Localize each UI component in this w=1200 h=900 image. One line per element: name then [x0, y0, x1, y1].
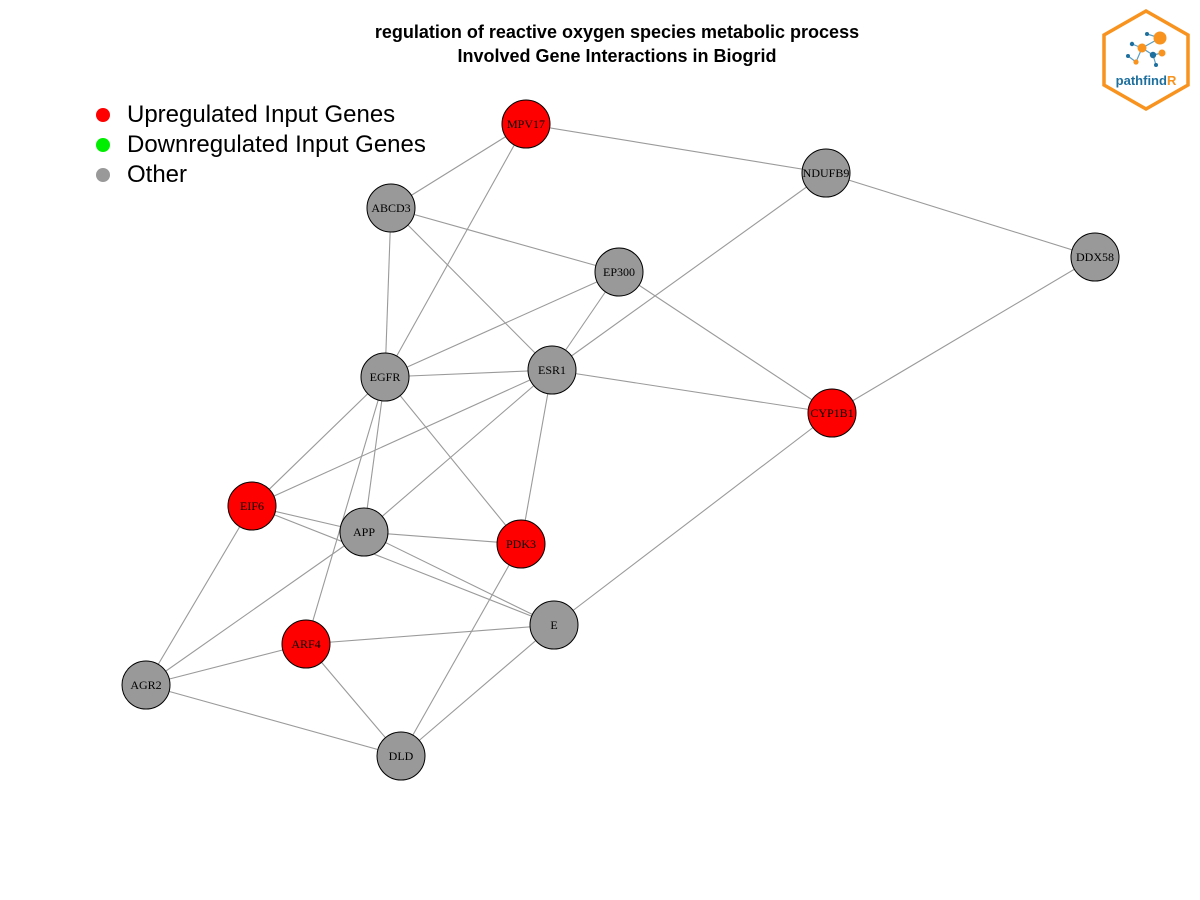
edge-mpv17-ndufb9: [525, 123, 827, 174]
edge-esr1-pdk3: [520, 369, 553, 545]
node-label: EP300: [603, 265, 635, 279]
node-circle: [281, 619, 331, 669]
node-circle: [529, 600, 579, 650]
node-circle: [594, 247, 644, 297]
node-cyp1b1: CYP1B1: [807, 388, 857, 438]
title-line-2: Involved Gene Interactions in Biogrid: [457, 46, 777, 66]
node-esr1: ESR1: [527, 345, 577, 395]
edge-ddx58-cyp1b1: [831, 256, 1096, 414]
legend-label-downregulated: Downregulated Input Genes: [127, 131, 426, 158]
edge-egfr-app: [363, 376, 386, 533]
node-app: APP: [339, 507, 389, 557]
edge-abcd3-ep300: [390, 207, 620, 273]
legend-dot-downregulated: [96, 138, 110, 152]
node-circle: [366, 183, 416, 233]
node-label: MPV17: [507, 117, 545, 131]
node-circle: [807, 388, 857, 438]
node-circle: [227, 481, 277, 531]
node-pdk3: PDK3: [496, 519, 546, 569]
node-arf4: ARF4: [281, 619, 331, 669]
node-ddx58: DDX58: [1070, 232, 1120, 282]
legend-item-upregulated: Upregulated Input Genes: [96, 100, 426, 130]
edge-egfr-eif6: [251, 376, 386, 507]
node-label: AGR2: [130, 678, 161, 692]
edges: [145, 123, 1096, 757]
node-circle: [121, 660, 171, 710]
node-label: CYP1B1: [810, 406, 853, 420]
node-agr2: AGR2: [121, 660, 171, 710]
nodes: MPV17 NDUFB9 ABCD3 DDX58 EP300 EGFR ESR1 CYP1B1…: [121, 99, 1120, 781]
svg-text:pathfindR: pathfindR: [1116, 73, 1177, 88]
node-circle: [496, 519, 546, 569]
edge-ep300-egfr: [384, 271, 620, 378]
edge-mpv17-abcd3: [390, 123, 527, 209]
node-e: E: [529, 600, 579, 650]
edge-arf4-agr2: [145, 643, 307, 686]
node-label: EIF6: [240, 499, 264, 513]
edge-ndufb9-ddx58: [825, 172, 1096, 258]
edge-esr1-cyp1b1: [551, 369, 833, 414]
edge-pdk3-dld: [400, 543, 522, 757]
edge-abcd3-esr1: [390, 207, 553, 371]
node-dld: DLD: [376, 731, 426, 781]
edge-egfr-esr1: [384, 369, 553, 378]
edge-egfr-arf4: [305, 376, 386, 645]
node-circle: [360, 352, 410, 402]
node-ep300: EP300: [594, 247, 644, 297]
node-mpv17: MPV17: [501, 99, 551, 149]
edge-abcd3-egfr: [384, 207, 392, 378]
edge-ep300-cyp1b1: [618, 271, 833, 414]
logo-text-accent: R: [1167, 73, 1177, 88]
node-abcd3: ABCD3: [366, 183, 416, 233]
edge-eif6-agr2: [145, 505, 253, 686]
node-label: PDK3: [506, 537, 536, 551]
edge-cyp1b1-e: [553, 412, 833, 626]
node-circle: [527, 345, 577, 395]
node-label: ARF4: [291, 637, 320, 651]
chart-title: regulation of reactive oxygen species me…: [0, 20, 1200, 68]
edge-esr1-eif6: [251, 369, 553, 507]
edge-app-e: [363, 531, 555, 626]
logo-text: pathfind: [1116, 73, 1167, 88]
node-label: E: [550, 618, 557, 632]
edge-egfr-pdk3: [384, 376, 522, 545]
legend: Upregulated Input Genes Downregulated In…: [96, 100, 426, 190]
node-circle: [339, 507, 389, 557]
edge-e-dld: [400, 624, 555, 757]
edge-ndufb9-esr1: [551, 172, 827, 371]
node-label: EGFR: [370, 370, 401, 384]
edge-app-pdk3: [363, 531, 522, 545]
node-eif6: EIF6: [227, 481, 277, 531]
edge-e-arf4: [305, 624, 555, 645]
node-egfr: EGFR: [360, 352, 410, 402]
edge-esr1-app: [363, 369, 553, 533]
node-label: DDX58: [1076, 250, 1114, 264]
node-circle: [376, 731, 426, 781]
node-circle: [501, 99, 551, 149]
edge-eif6-e: [251, 505, 555, 626]
legend-label-other: Other: [127, 161, 188, 188]
edge-app-agr2: [145, 531, 365, 686]
legend-label-upregulated: Upregulated Input Genes: [127, 101, 396, 128]
legend-dot-other: [96, 168, 110, 182]
legend-item-downregulated: Downregulated Input Genes: [96, 130, 426, 160]
legend-item-other: Other: [96, 160, 426, 190]
edge-mpv17-egfr: [384, 123, 527, 378]
node-label: NDUFB9: [803, 166, 850, 180]
node-label: APP: [353, 525, 375, 539]
title-line-1: regulation of reactive oxygen species me…: [374, 22, 860, 42]
edge-agr2-dld: [145, 684, 402, 757]
pathfindr-logo: pathfindR: [1102, 8, 1190, 112]
node-label: ESR1: [538, 363, 566, 377]
node-label: ABCD3: [371, 201, 410, 215]
node-circle: [1070, 232, 1120, 282]
node-circle: [801, 148, 851, 198]
legend-dot-upregulated: [96, 108, 110, 122]
node-label: DLD: [389, 749, 414, 763]
node-ndufb9: NDUFB9: [801, 148, 851, 198]
